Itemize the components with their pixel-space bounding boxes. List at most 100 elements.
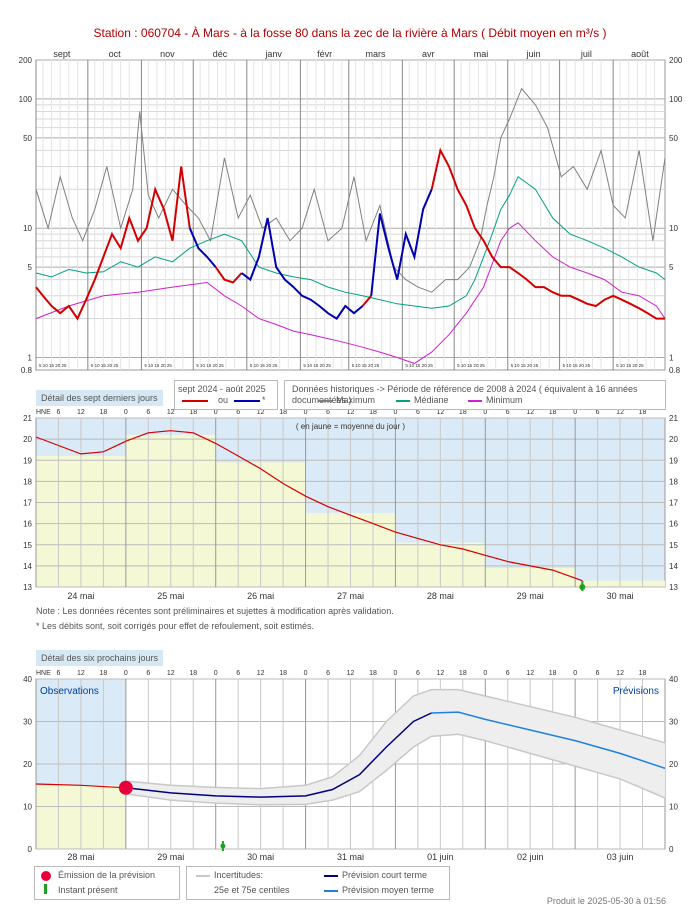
week-day-label: 29 mai: [517, 591, 544, 601]
annual-observed-red: [361, 295, 372, 307]
forecast-ytick-left: 30: [23, 718, 32, 727]
annual-day-tick-labels: 5 10 15 20 25: [352, 363, 380, 368]
forecast-ytick-right: 20: [669, 760, 678, 769]
annual-observed-red: [214, 266, 243, 284]
week-ytick-left: 13: [23, 583, 32, 592]
annual-month-label: avr: [422, 49, 435, 59]
forecast-hour-tick: 6: [506, 670, 510, 677]
week-hour-tick: 0: [573, 409, 577, 416]
legend-period-label: sept 2024 - août 2025: [178, 384, 266, 394]
forecast-hour-tick: 12: [616, 670, 624, 677]
annual-month-label: juin: [526, 49, 541, 59]
note-line-1: Note : Les données récentes sont prélimi…: [36, 606, 394, 616]
forecast-hour-tick: 6: [236, 670, 240, 677]
forecast-hour-tick: 12: [436, 670, 444, 677]
forecast-ytick-left: 20: [23, 760, 32, 769]
annual-day-tick-labels: 5 10 15 20 25: [91, 363, 119, 368]
forecast-ytick-right: 30: [669, 718, 678, 727]
legend-uncert-line: [196, 875, 210, 877]
forecast-ytick-right: 40: [669, 675, 678, 684]
annual-ytick-right: 200: [669, 56, 683, 65]
legend-or-label: ou: [218, 395, 229, 405]
forecast-hour-tick: 18: [549, 670, 557, 677]
forecast-hour-tick: 18: [369, 670, 377, 677]
forecast-hour-tick: 0: [304, 670, 308, 677]
footer-produced: Produit le 2025-05-30 à 01:56: [546, 896, 666, 906]
annual-ytick-left: 5: [28, 263, 33, 272]
week-observed-line: [35, 430, 583, 582]
forecast-hour-tick: 18: [99, 670, 107, 677]
forecast-uncertainty-band: [125, 689, 666, 805]
forecast-short-term-line: [125, 712, 432, 798]
legend-short-line: [324, 875, 338, 877]
week-panel-label: Détail des sept derniers jours: [36, 390, 163, 406]
emission-dot-icon: [41, 871, 51, 881]
week-yaxis-label: HNE: [36, 409, 51, 416]
week-ytick-left: 19: [23, 456, 32, 465]
week-hour-tick: 12: [347, 409, 355, 416]
annual-plot-area: [35, 59, 666, 371]
week-hour-tick: 12: [616, 409, 624, 416]
forecast-emission-point: [118, 780, 133, 795]
week-hour-tick: 0: [124, 409, 128, 416]
week-day-label: 26 mai: [247, 591, 274, 601]
annual-day-tick-labels: 5 10 15 20 25: [144, 363, 172, 368]
week-hour-tick: 6: [236, 409, 240, 416]
annual-day-tick-labels: 5 10 15 20 25: [250, 363, 278, 368]
annual-ytick-right: 100: [669, 95, 683, 104]
annual-observed-red: [430, 147, 665, 320]
legend-observed-red-line: [182, 400, 208, 402]
annual-ytick-right: 5: [669, 263, 674, 272]
legend-observed-box: [174, 380, 278, 410]
forecast-ytick-left: 10: [23, 803, 32, 812]
annual-month-label: févr: [317, 49, 332, 59]
annual-month-label: juil: [580, 49, 592, 59]
week-ytick-left: 18: [23, 477, 32, 486]
annual-ytick-left: 1: [28, 353, 33, 362]
forecast-hour-tick: 6: [57, 670, 61, 677]
week-ytick-right: 14: [669, 562, 678, 571]
legend-forecast-box: [186, 866, 450, 900]
annual-ytick-left: 200: [19, 56, 33, 65]
annual-series-maximum: [35, 87, 666, 293]
forecast-hour-tick: 18: [189, 670, 197, 677]
week-hour-tick: 6: [146, 409, 150, 416]
forecast-hour-tick: 18: [459, 670, 467, 677]
week-ytick-left: 14: [23, 562, 32, 571]
forecast-hour-tick: 0: [124, 670, 128, 677]
week-ytick-right: 16: [669, 520, 678, 529]
annual-month-label: janv: [264, 49, 282, 59]
forecast-ytick-left: 40: [23, 675, 32, 684]
week-hour-tick: 0: [214, 409, 218, 416]
legend-medium-label: Prévision moyen terme: [342, 885, 435, 895]
annual-ytick-left: 50: [23, 134, 32, 143]
week-ytick-right: 13: [669, 583, 678, 592]
forecast-hour-tick: 12: [257, 670, 265, 677]
annual-ytick-right: 50: [669, 134, 678, 143]
legend-short-label: Prévision court terme: [342, 870, 428, 880]
week-hour-tick: 18: [99, 409, 107, 416]
annual-ytick-right: 10: [669, 224, 678, 233]
legend-medium-line: [324, 890, 338, 892]
note-line-2: * Les débits sont, soit corrigés pour ef…: [36, 621, 314, 631]
week-ytick-right: 19: [669, 456, 678, 465]
forecast-75th-centile: [125, 688, 666, 790]
forecast-day-label: 03 juin: [607, 852, 634, 862]
annual-day-tick-labels: 5 10 15 20 25: [196, 363, 224, 368]
week-hour-tick: 12: [77, 409, 85, 416]
week-hour-tick: 6: [506, 409, 510, 416]
legend-uncert-sub-label: 25e et 75e centiles: [214, 885, 290, 895]
annual-series-médiane: [35, 175, 666, 309]
week-hour-tick: 12: [167, 409, 175, 416]
week-ytick-left: 21: [23, 414, 32, 423]
annual-series-minimum: [35, 222, 666, 364]
annual-observed-blue: [370, 188, 433, 296]
forecast-hour-tick: 0: [214, 670, 218, 677]
forecast-25th-centile: [125, 733, 666, 806]
forecast-hour-tick: 18: [279, 670, 287, 677]
week-hour-tick: 12: [526, 409, 534, 416]
annual-month-label: mai: [474, 49, 489, 59]
legend-observed-blue-line: [234, 400, 260, 402]
week-hour-tick: 6: [57, 409, 61, 416]
